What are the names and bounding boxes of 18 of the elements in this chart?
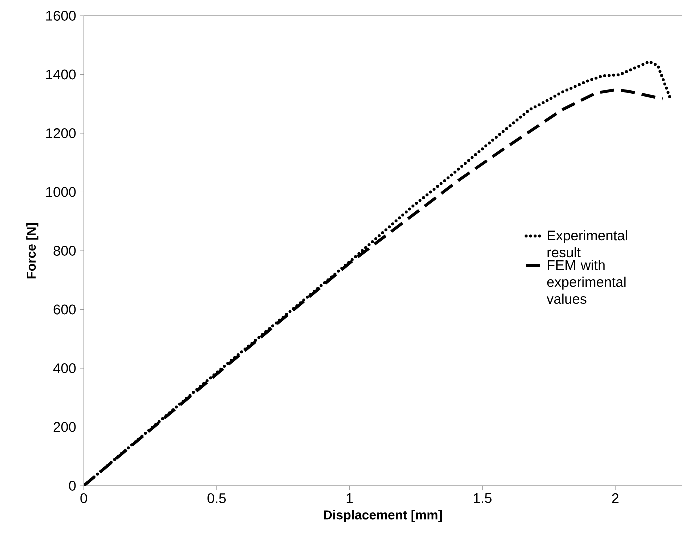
y-axis-title: Force [N] xyxy=(26,223,39,279)
x-tick-label: 1.5 xyxy=(474,494,492,504)
x-axis-title: Displacement [mm] xyxy=(324,510,442,522)
x-tick-label: 1 xyxy=(346,494,353,504)
y-tick-label: 1200 xyxy=(46,128,76,138)
y-tick-label: 1600 xyxy=(46,11,76,21)
y-tick-label: 200 xyxy=(54,422,76,432)
y-tick-label: 1400 xyxy=(46,70,76,80)
legend-label: FEM with experimental values xyxy=(546,260,626,304)
y-tick-label: 400 xyxy=(54,364,76,374)
x-tick-label: 2 xyxy=(612,494,619,504)
x-tick-label: 0 xyxy=(80,494,88,504)
x-tick-label: 0.5 xyxy=(208,494,226,504)
legend-label: Experimental result xyxy=(548,230,628,258)
y-tick-label: 1000 xyxy=(46,187,76,198)
y-tick-label: 0 xyxy=(69,481,76,491)
y-tick-label: 800 xyxy=(54,246,76,256)
y-tick-label: 600 xyxy=(54,304,76,315)
